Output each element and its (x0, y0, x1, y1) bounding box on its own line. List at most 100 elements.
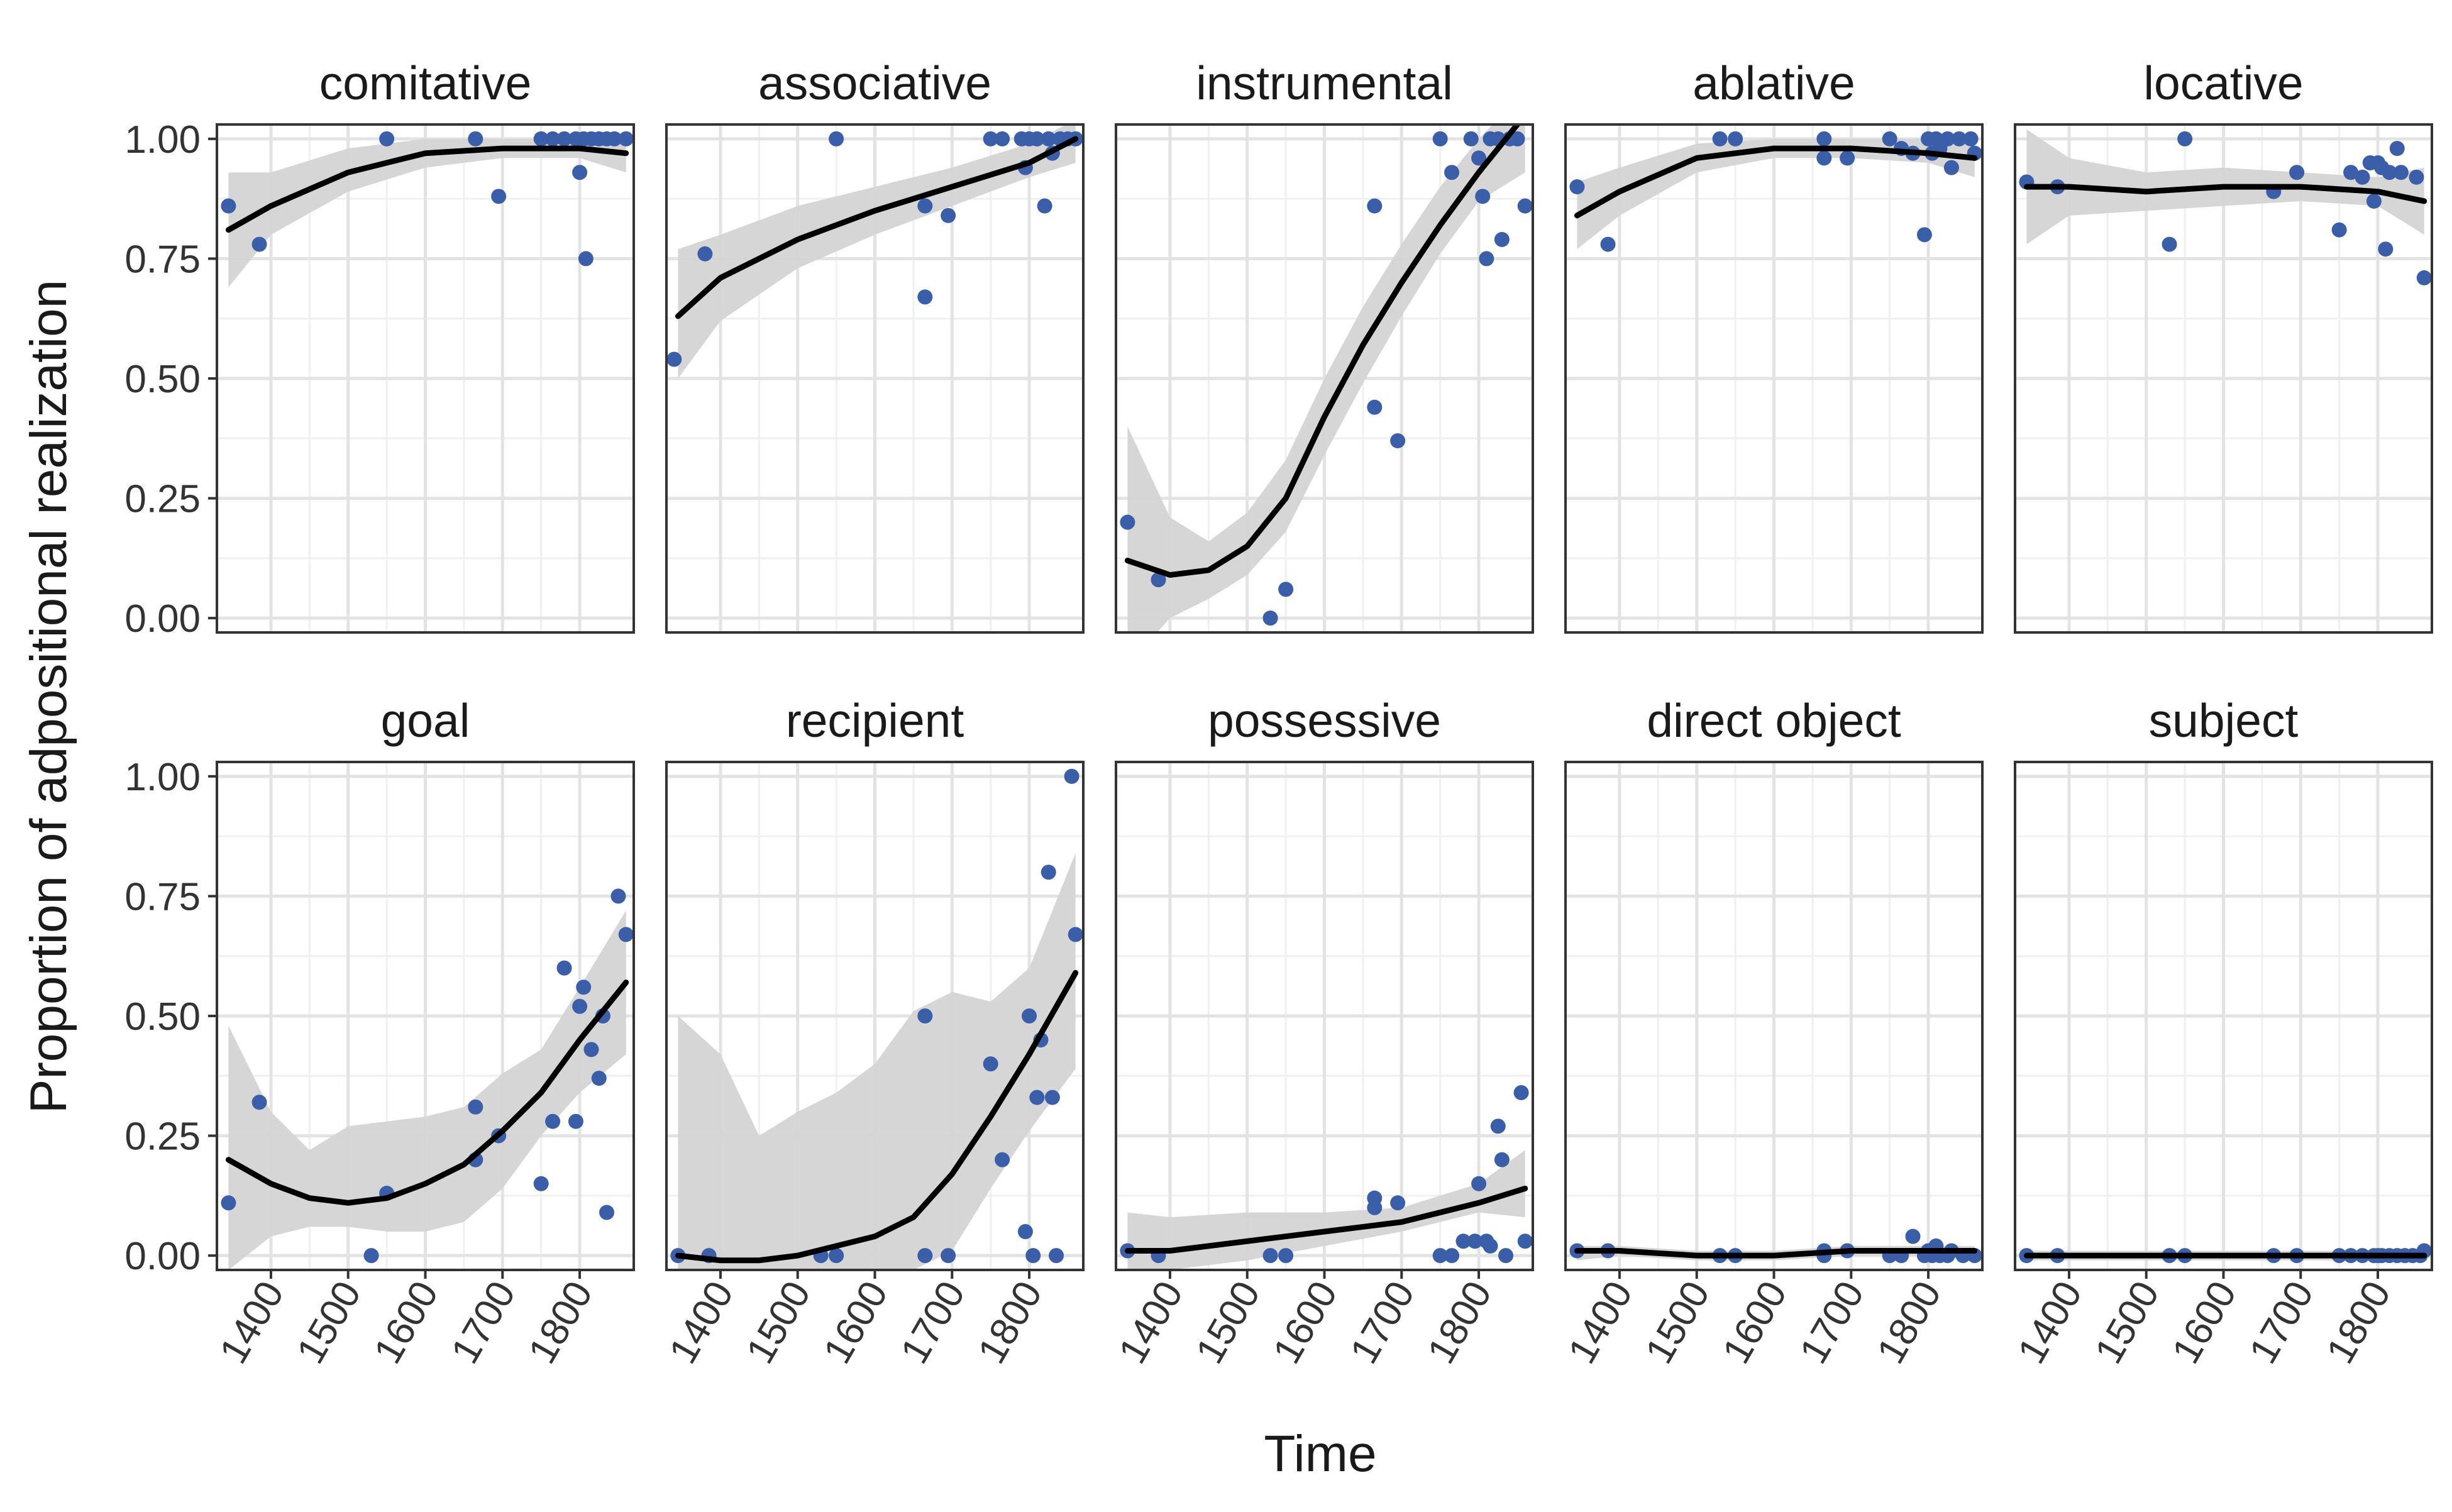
data-point (1017, 1224, 1033, 1240)
panel-plot-area (2015, 124, 2432, 632)
data-point (583, 1042, 599, 1057)
data-point (1390, 1195, 1406, 1211)
data-point (1728, 131, 1743, 146)
facet-title: possessive (1208, 694, 1441, 747)
panel-border (665, 123, 1085, 634)
data-point (533, 1176, 549, 1191)
y-tick-label: 0.00 (124, 597, 201, 641)
data-point (610, 888, 626, 904)
data-point (1963, 131, 1979, 146)
data-point (2177, 131, 2193, 146)
data-point (576, 979, 592, 995)
data-point (1569, 179, 1585, 195)
data-point (1064, 768, 1080, 784)
data-point (556, 960, 572, 976)
x-tick-label: 1700 (1792, 1274, 1873, 1371)
x-tick-label: 1500 (738, 1274, 819, 1371)
data-point (1029, 131, 1045, 146)
data-point (2162, 236, 2177, 252)
smooth-fit-line (2023, 184, 2427, 204)
data-point (618, 927, 634, 942)
data-point (941, 207, 956, 223)
data-point (917, 1248, 933, 1264)
data-point (1278, 1248, 1294, 1264)
data-point (2416, 270, 2432, 285)
data-point (1840, 150, 1855, 166)
data-point (618, 131, 634, 146)
x-tick-label: 1400 (1560, 1274, 1641, 1371)
data-point (1471, 1176, 1487, 1191)
y-tick-label: 0.00 (124, 1235, 201, 1278)
panel-border (2014, 123, 2433, 634)
x-tick-label: 1600 (2164, 1274, 2245, 1371)
data-point (2289, 165, 2305, 180)
data-point (556, 131, 572, 146)
facet-title: associative (758, 57, 991, 109)
data-point (1022, 1008, 1037, 1024)
data-point (379, 131, 395, 146)
smooth-fit-line (225, 979, 629, 1206)
confidence-band (1127, 1150, 1525, 1270)
x-tick-label: 1800 (969, 1274, 1051, 1371)
data-point (2366, 193, 2382, 209)
panel-plot-area (666, 124, 1083, 632)
x-axis-title: Time (1264, 1425, 1376, 1482)
smooth-fit-line (675, 969, 1079, 1264)
data-point (1367, 1200, 1383, 1215)
data-point (983, 131, 998, 146)
data-point (2389, 141, 2405, 157)
data-point (221, 1195, 236, 1211)
data-point (995, 131, 1010, 146)
x-tick-label: 1500 (1188, 1274, 1269, 1371)
data-point (829, 1248, 844, 1264)
data-point (591, 1071, 607, 1086)
data-point (1262, 610, 1278, 626)
data-point (1952, 131, 1967, 146)
data-point (1151, 572, 1166, 588)
confidence-band (678, 124, 1076, 378)
panel-plot-area (217, 124, 634, 632)
data-point (983, 1056, 998, 1072)
panel-border (1115, 123, 1534, 634)
data-point (1444, 1248, 1460, 1264)
facet-title: ablative (1693, 57, 1855, 109)
panel-locative: locative (2014, 57, 2433, 634)
data-point (1479, 251, 1494, 267)
data-point (1510, 131, 1525, 146)
data-point (2343, 165, 2359, 180)
data-point (1455, 1233, 1471, 1249)
smooth-fit-line (675, 136, 1079, 319)
y-tick-label: 0.50 (124, 995, 201, 1039)
x-tick-label: 1600 (366, 1274, 447, 1371)
data-point (1467, 1233, 1483, 1249)
confidence-band (228, 910, 626, 1270)
data-point (697, 246, 713, 262)
panel-comitative: comitative 0.00 0.25 0.50 0.75 1.00 (124, 57, 635, 641)
panel-goal: goal 0.00 0.25 0.50 0.75 1.00 1400150016001700… (124, 694, 635, 1371)
data-point (1041, 131, 1056, 146)
data-point (2331, 222, 2347, 238)
facet-title: goal (381, 694, 470, 747)
data-point (1882, 131, 1897, 146)
y-tick-label: 0.75 (124, 875, 201, 919)
data-point (1367, 198, 1383, 214)
x-tick-label: 1800 (1419, 1274, 1500, 1371)
facet-title: locative (2143, 57, 2303, 109)
data-point (1444, 165, 1460, 180)
facet-title: recipient (786, 694, 964, 747)
data-point (1600, 236, 1616, 252)
data-point (1494, 231, 1510, 247)
x-tick-label: 1800 (520, 1274, 601, 1371)
panel-plot-area (1566, 762, 1982, 1270)
data-point (1517, 1233, 1533, 1249)
facet-title: direct object (1647, 694, 1901, 747)
data-point (1494, 1152, 1510, 1167)
x-tick-label: 1700 (2241, 1274, 2322, 1371)
y-tick-label: 1.00 (124, 756, 201, 799)
data-point (1041, 864, 1056, 880)
data-point (1432, 1248, 1448, 1264)
